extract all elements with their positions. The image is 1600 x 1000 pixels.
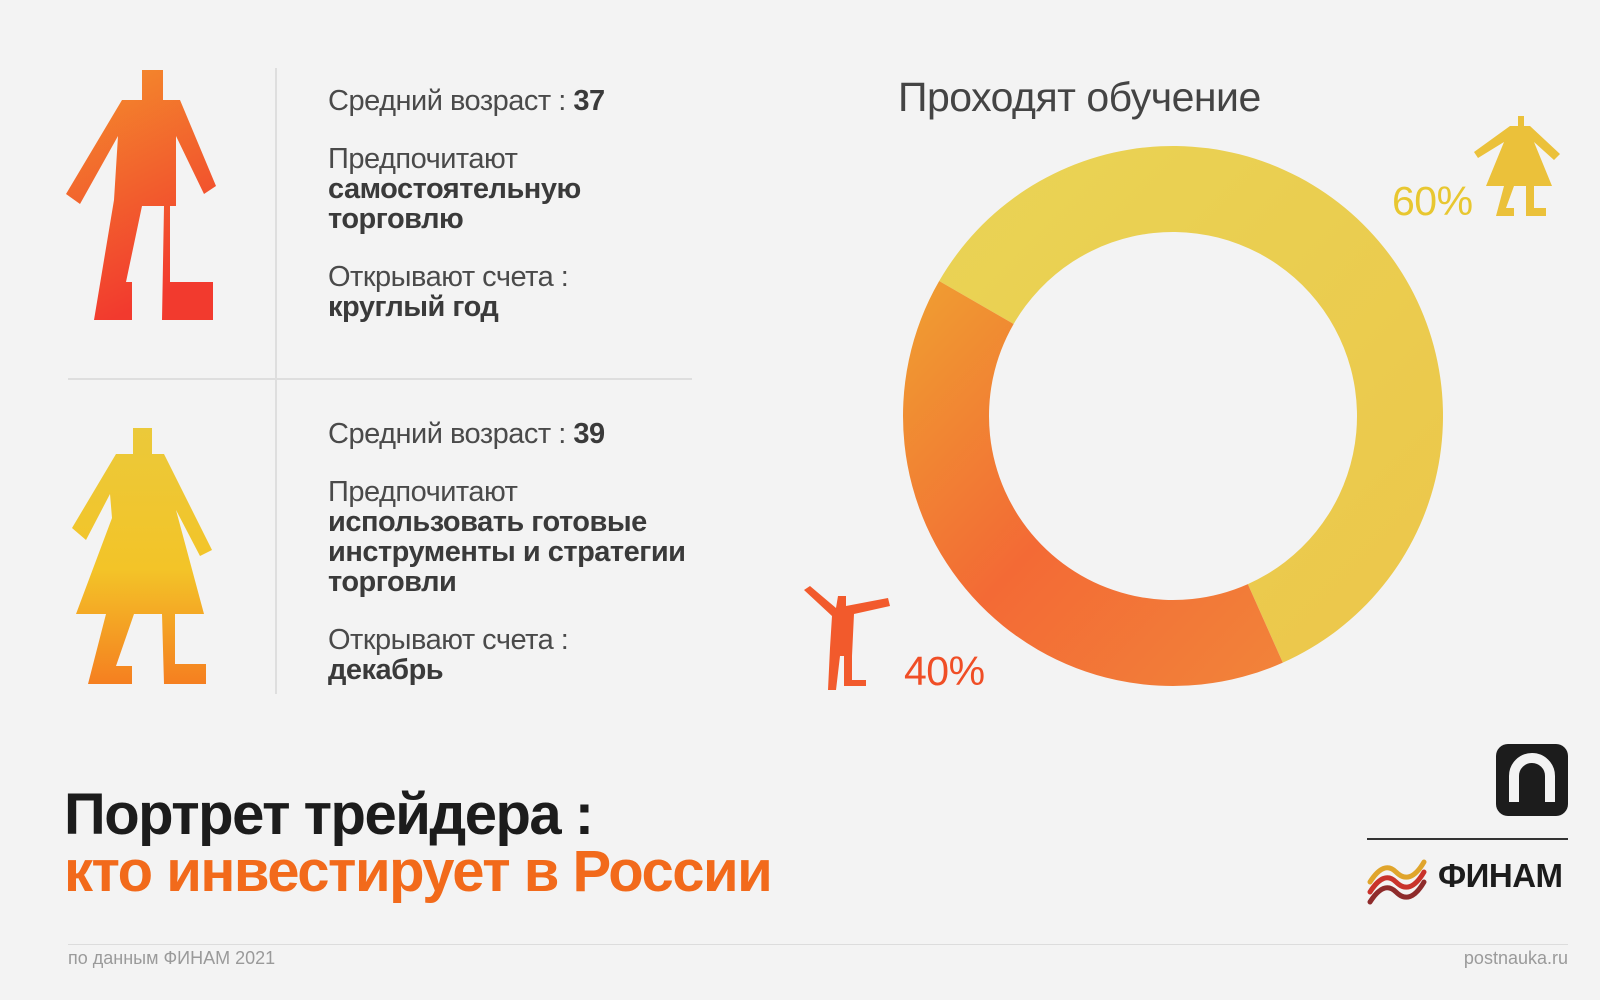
preference-label: Предпочитают bbox=[328, 143, 518, 175]
woman-small-figure-icon bbox=[1474, 116, 1560, 218]
postnauka-logo bbox=[1496, 744, 1568, 816]
preference-value-line3: торговли bbox=[328, 566, 457, 598]
accounts-value: декабрь bbox=[328, 654, 444, 686]
age-value: 39 bbox=[573, 418, 605, 450]
footer-source: по данным ФИНАМ 2021 bbox=[68, 948, 276, 968]
age-value: 37 bbox=[573, 85, 605, 117]
footer-site: postnauka.ru bbox=[1463, 948, 1568, 968]
footer-divider bbox=[68, 944, 1568, 945]
finam-logo-mark bbox=[1366, 852, 1428, 906]
accounts-value: круглый год bbox=[328, 291, 499, 323]
preference-value-line1: использовать готовые bbox=[328, 506, 647, 538]
woman-age-row: Средний возраст : 39 bbox=[328, 419, 686, 449]
age-label: Средний возраст : bbox=[328, 85, 574, 117]
donut-slice-60 bbox=[939, 145, 1443, 663]
divider-horizontal bbox=[68, 378, 692, 380]
man-figure-icon bbox=[66, 70, 216, 322]
woman-accounts-row: Открывают счета : декабрь bbox=[328, 625, 686, 685]
finam-logo-text: ФИНАМ bbox=[1438, 857, 1563, 894]
divider-vertical-bottom bbox=[275, 380, 277, 694]
man-small-figure-icon bbox=[800, 586, 890, 690]
headline-line2: кто инвестирует в России bbox=[64, 839, 773, 904]
preference-label: Предпочитают bbox=[328, 476, 518, 508]
divider-vertical-top bbox=[275, 68, 277, 378]
woman-preference-row: Предпочитают использовать готовые инстру… bbox=[328, 477, 686, 597]
slice-label-60: 60% bbox=[1392, 178, 1473, 224]
accounts-label: Открывают счета : bbox=[328, 624, 569, 656]
preference-value-line1: самостоятельную bbox=[328, 173, 581, 205]
chart-title: Проходят обучение bbox=[898, 74, 1261, 120]
man-info: Средний возраст : 37 Предпочитают самост… bbox=[328, 86, 605, 350]
preference-value-line2: инструменты и стратегии bbox=[328, 536, 686, 568]
accounts-label: Открывают счета : bbox=[328, 261, 569, 293]
headline-line1: Портрет трейдера : bbox=[64, 782, 594, 847]
logo-divider bbox=[1367, 838, 1568, 840]
woman-figure-icon bbox=[72, 428, 212, 686]
woman-info: Средний возраст : 39 Предпочитают исполь… bbox=[328, 419, 686, 713]
preference-value-line2: торговлю bbox=[328, 203, 464, 235]
man-preference-row: Предпочитают самостоятельную торговлю bbox=[328, 144, 605, 234]
man-age-row: Средний возраст : 37 bbox=[328, 86, 605, 116]
age-label: Средний возраст : bbox=[328, 418, 574, 450]
slice-label-40: 40% bbox=[904, 648, 985, 694]
man-accounts-row: Открывают счета : круглый год bbox=[328, 262, 605, 322]
donut-slice-40 bbox=[903, 281, 1283, 686]
